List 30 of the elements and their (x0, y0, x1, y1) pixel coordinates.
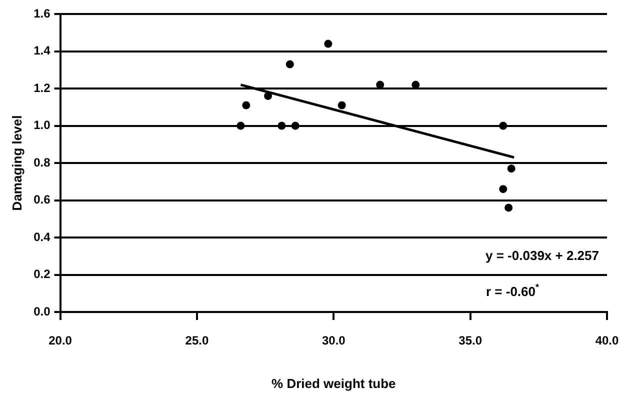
point (504, 204, 513, 212)
point (499, 185, 508, 194)
x-axis-title: % Dried weight tube (272, 376, 396, 391)
y-tick-label: 1.2 (34, 80, 51, 95)
y-tick-label: 0.2 (34, 267, 51, 282)
x-tick-label: 25.0 (185, 334, 209, 348)
y-tick-label: 0.0 (34, 304, 51, 318)
y-tick-label: 0.4 (34, 230, 51, 244)
y-tick-label: 1.4 (34, 44, 51, 58)
point (242, 101, 250, 110)
x-tick-label: 30.0 (322, 334, 346, 348)
x-tick-label: 20.0 (48, 334, 72, 348)
y-tick-label: 1.6 (34, 6, 51, 20)
point (264, 92, 272, 100)
x-tick-label: 40.0 (595, 334, 619, 348)
y-tick-label: 1.0 (34, 118, 51, 132)
annotation: y = -0.039x + 2.257 (486, 248, 599, 263)
point (507, 164, 516, 173)
point (338, 101, 346, 110)
y-axis-title: Damaging level (9, 115, 24, 211)
point (278, 122, 286, 130)
y-tick-label: 0.6 (34, 192, 51, 207)
x-tick-label: 35.0 (458, 334, 482, 348)
y-tick-label: 0.8 (34, 155, 51, 170)
point (236, 122, 245, 130)
point (499, 122, 508, 130)
point (286, 60, 294, 68)
point (291, 122, 300, 130)
point (324, 40, 332, 48)
annotation: r = -0.60* (486, 282, 540, 299)
